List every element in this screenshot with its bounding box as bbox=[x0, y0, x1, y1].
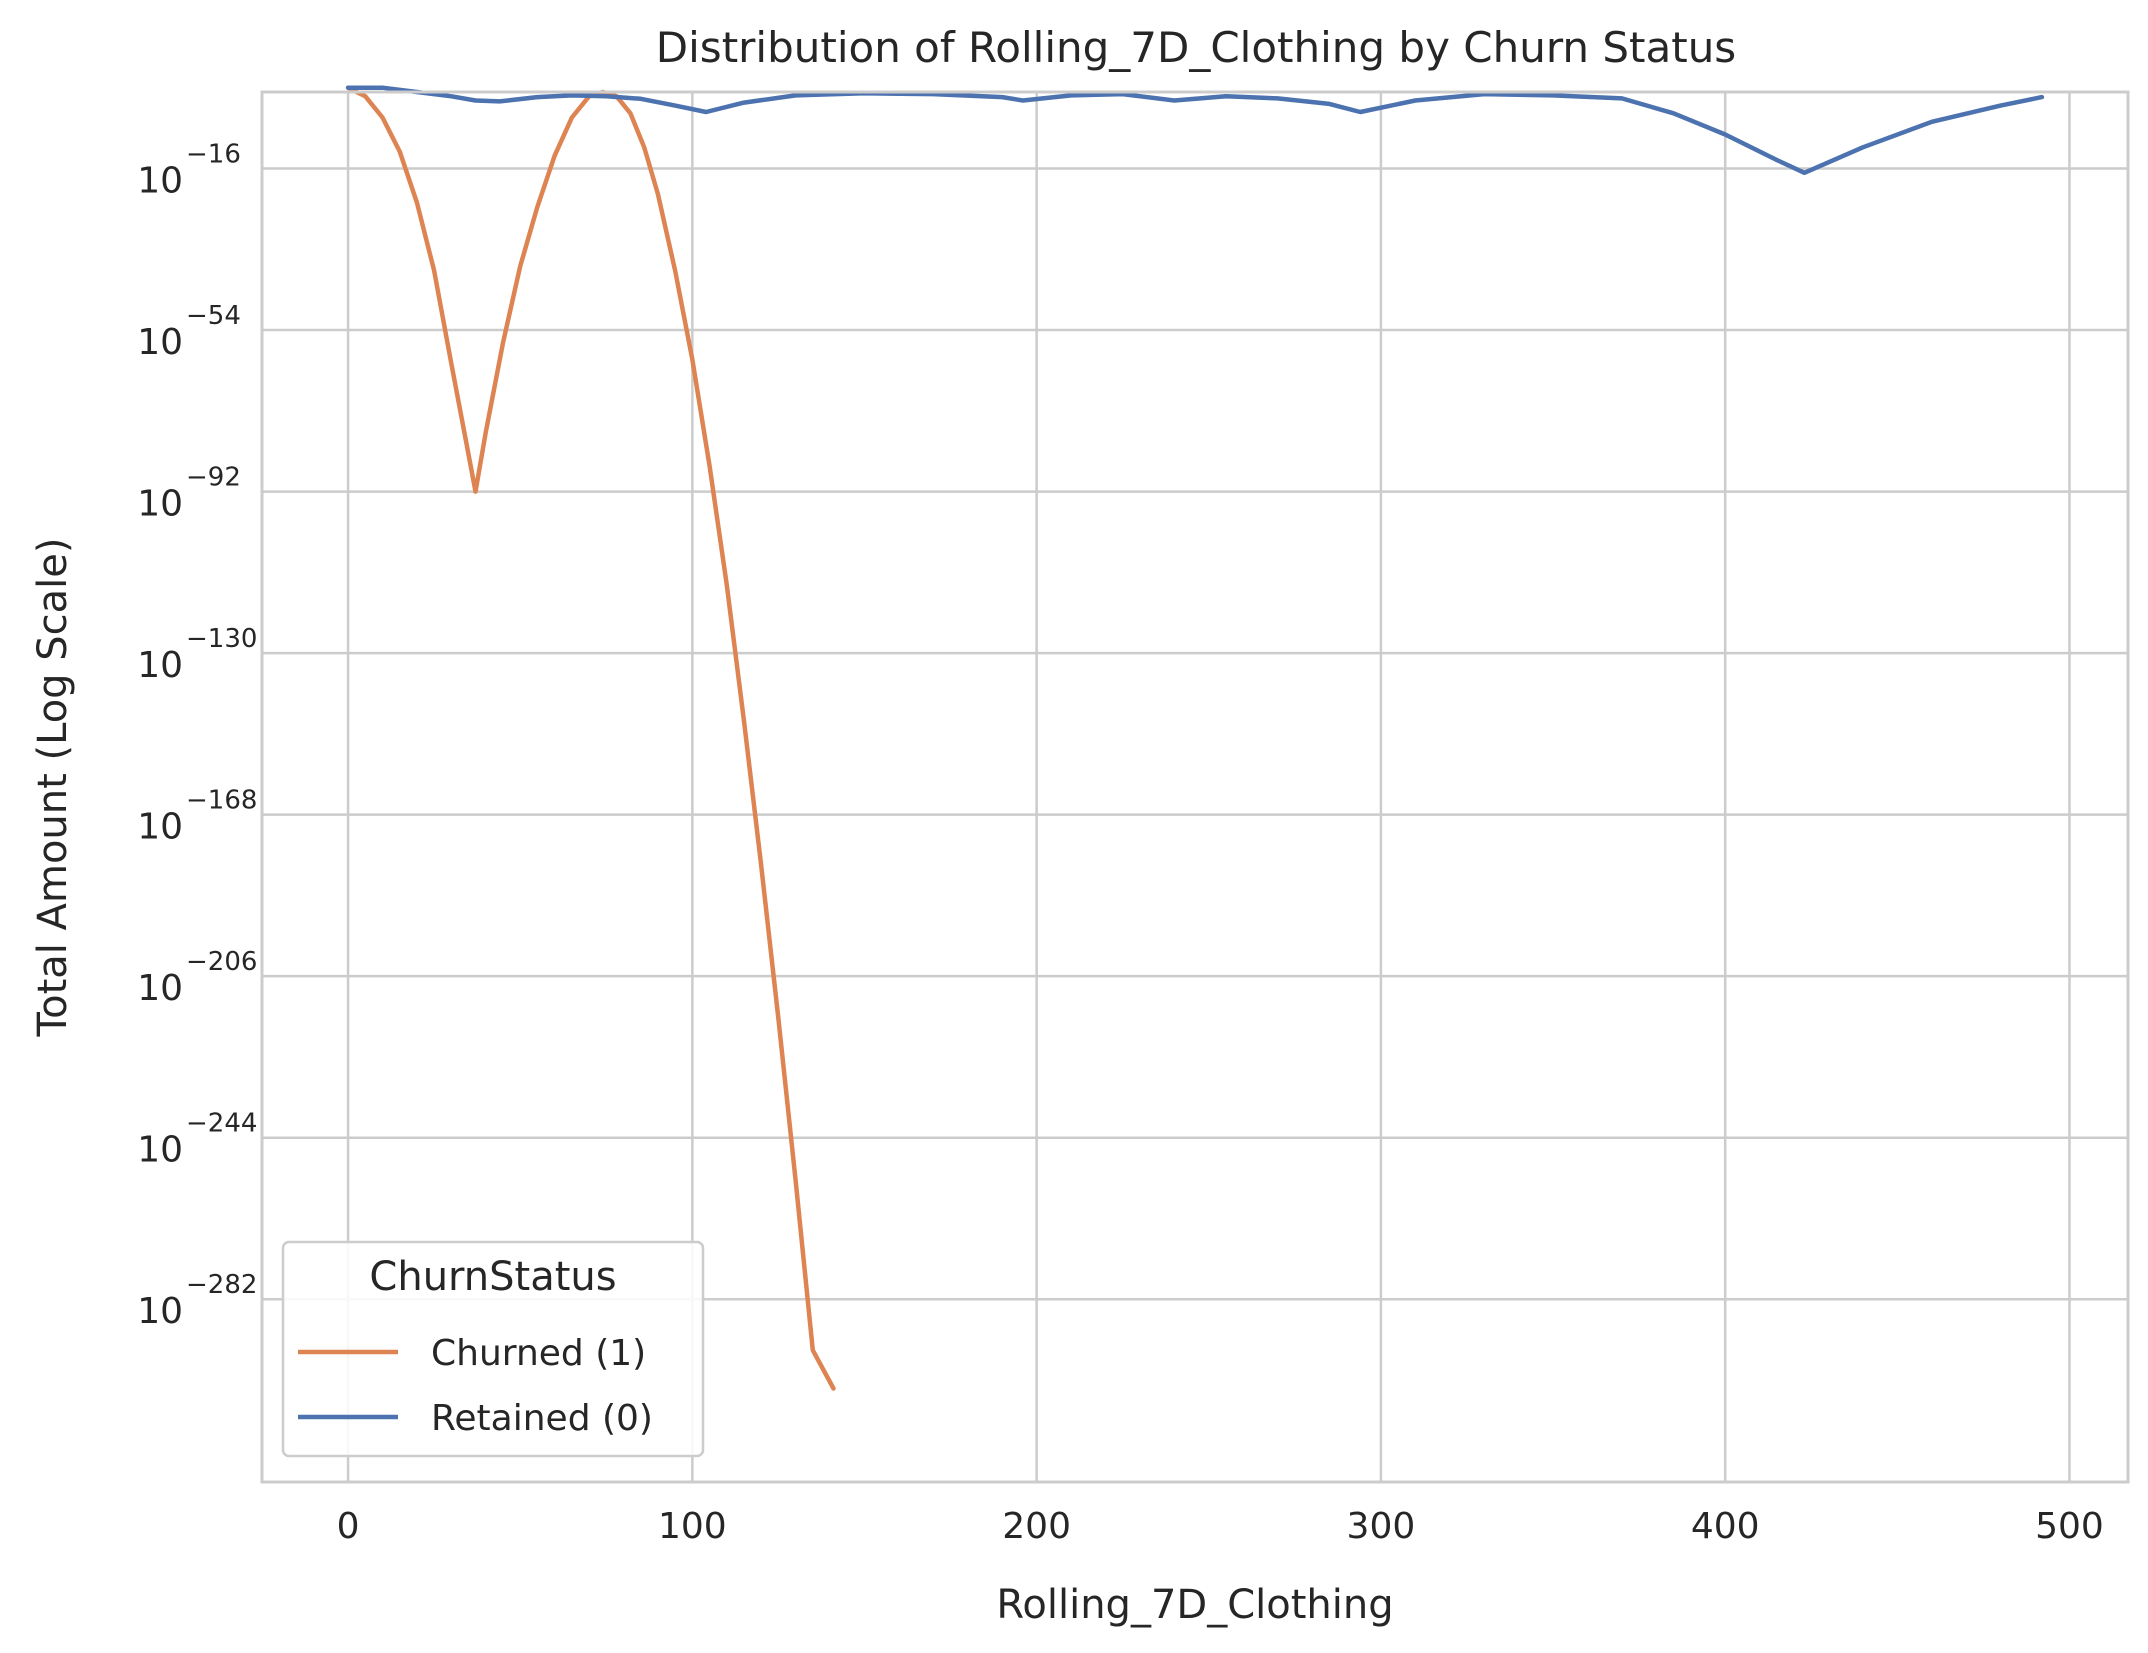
y-tick-base: 10 bbox=[137, 161, 183, 202]
legend-box bbox=[281, 1240, 705, 1458]
y-tick-base: 10 bbox=[137, 322, 183, 363]
y-tick-label: 10−92 bbox=[137, 463, 241, 525]
legend: ChurnStatus Churned (1) Retained (0) bbox=[281, 1240, 705, 1458]
x-tick-label: 200 bbox=[1002, 1506, 1071, 1547]
y-tick-exponent: −168 bbox=[186, 786, 257, 816]
legend-entry-label: Retained (0) bbox=[431, 1398, 653, 1439]
y-tick-exponent: −282 bbox=[186, 1270, 257, 1300]
y-tick-exponent: −244 bbox=[186, 1109, 257, 1139]
x-axis-label: Rolling_7D_Clothing bbox=[996, 1582, 1393, 1628]
x-tick-label: 500 bbox=[2035, 1506, 2104, 1547]
y-tick-exponent: −16 bbox=[186, 140, 241, 170]
y-tick-label: 10−244 bbox=[137, 1109, 257, 1171]
y-tick-base: 10 bbox=[137, 1130, 183, 1171]
y-tick-label: 10−16 bbox=[137, 140, 241, 202]
series-line-retained bbox=[345, 85, 2045, 176]
x-tick-label: 100 bbox=[658, 1506, 727, 1547]
y-tick-exponent: −206 bbox=[186, 947, 257, 977]
y-tick-label: 10−168 bbox=[137, 786, 257, 848]
y-tick-exponent: −130 bbox=[186, 624, 257, 654]
y-tick-base: 10 bbox=[137, 968, 183, 1009]
x-tick-label: 0 bbox=[337, 1506, 360, 1547]
legend-title: ChurnStatus bbox=[369, 1254, 616, 1300]
y-tick-base: 10 bbox=[137, 1291, 183, 1332]
legend-entry-label: Churned (1) bbox=[431, 1333, 646, 1374]
y-tick-base: 10 bbox=[137, 807, 183, 848]
y-tick-base: 10 bbox=[137, 484, 183, 525]
series-lines bbox=[345, 85, 2045, 1391]
y-tick-exponent: −92 bbox=[186, 463, 241, 493]
y-tick-base: 10 bbox=[137, 645, 183, 686]
chart-title: Distribution of Rolling_7D_Clothing by C… bbox=[656, 23, 1736, 72]
y-tick-label: 10−282 bbox=[137, 1270, 257, 1332]
y-axis-label: Total Amount (Log Scale) bbox=[30, 537, 76, 1037]
y-tick-exponent: −54 bbox=[186, 301, 241, 331]
x-tick-label: 400 bbox=[1691, 1506, 1760, 1547]
x-tick-label: 300 bbox=[1347, 1506, 1416, 1547]
y-tick-label: 10−130 bbox=[137, 624, 257, 686]
y-tick-label: 10−54 bbox=[137, 301, 241, 363]
grid-lines bbox=[262, 92, 2128, 1482]
plot-frame bbox=[260, 90, 2130, 1484]
x-axis-ticks: 0 100 200 300 400 500 bbox=[337, 1506, 2104, 1547]
y-axis-ticks: 10−1610−5410−9210−13010−16810−20610−2441… bbox=[137, 140, 257, 1333]
y-tick-label: 10−206 bbox=[137, 947, 257, 1009]
